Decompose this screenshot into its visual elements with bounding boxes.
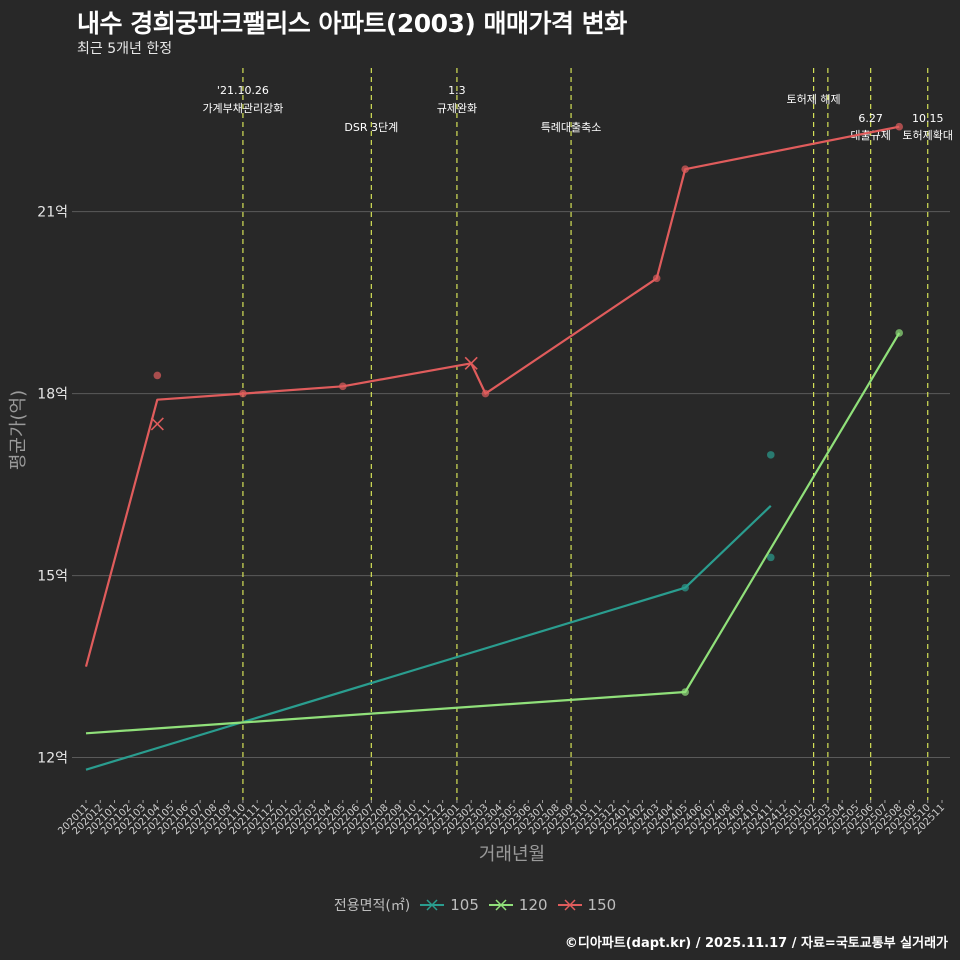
legend-label-120: 120: [518, 896, 548, 914]
event-date: 1.3: [448, 84, 466, 97]
legend-key-120: [488, 899, 513, 911]
event-label: 특례대출축소: [541, 121, 602, 134]
event-label: 대출규제: [850, 129, 890, 142]
data-point-150: [239, 389, 247, 398]
data-point-150: [681, 165, 689, 173]
y-tick-label: 18억: [37, 387, 68, 403]
chart-legend: 전용면적(㎡) 105 120 150: [0, 895, 960, 915]
legend-label-150: 150: [587, 896, 617, 914]
data-point-105: [767, 451, 775, 459]
y-tick-label: 21억: [37, 205, 68, 221]
cancelled-mark-150: [464, 356, 478, 370]
event-date: 6.27: [858, 112, 883, 125]
y-tick-label: 12억: [37, 751, 68, 767]
series-line-150: [84, 125, 900, 667]
legend-item-105: 105: [420, 896, 479, 914]
event-label: DSR 3단계: [344, 121, 398, 134]
event-date: '21.10.26: [217, 84, 269, 97]
legend-item-120: 120: [488, 896, 548, 914]
data-point-120: [895, 329, 903, 337]
cancelled-mark-150: [150, 417, 164, 431]
source-caption: ©디아파트(dapt.kr) / 2025.11.17 / 자료=국토교통부 실…: [564, 936, 948, 951]
event-label: 토허제 해제: [787, 92, 841, 106]
legend-key-150: [557, 899, 582, 911]
event-label: 가계부채관리강화: [202, 102, 283, 115]
data-point-120: [681, 688, 689, 696]
data-point-150: [481, 389, 490, 398]
data-point-150: [339, 382, 347, 391]
data-point-105: [681, 583, 689, 592]
series-line-105: [85, 505, 772, 771]
legend-label-105: 105: [450, 896, 479, 914]
legend-title: 전용면적(㎡): [333, 898, 411, 914]
data-point-105: [767, 553, 775, 562]
series-line-120: [85, 332, 901, 735]
chart-title: 내수 경희궁파크팰리스 아파트(2003) 매매가격 변화: [77, 9, 627, 38]
chart-subtitle: 최근 5개년 한정: [77, 41, 173, 57]
x-axis-title: 거래년월: [479, 844, 545, 865]
event-label: 규제완화: [437, 102, 477, 115]
legend-item-150: 150: [557, 896, 617, 914]
event-date: 10.15: [912, 112, 944, 125]
y-tick-label: 15억: [37, 569, 68, 585]
event-label: 토허제확대: [902, 129, 953, 142]
legend-key-105: [420, 899, 445, 911]
data-point-150: [153, 371, 162, 380]
y-axis-title: 평균가(억): [8, 390, 29, 470]
data-point-150: [652, 274, 661, 283]
data-point-150: [895, 122, 903, 131]
